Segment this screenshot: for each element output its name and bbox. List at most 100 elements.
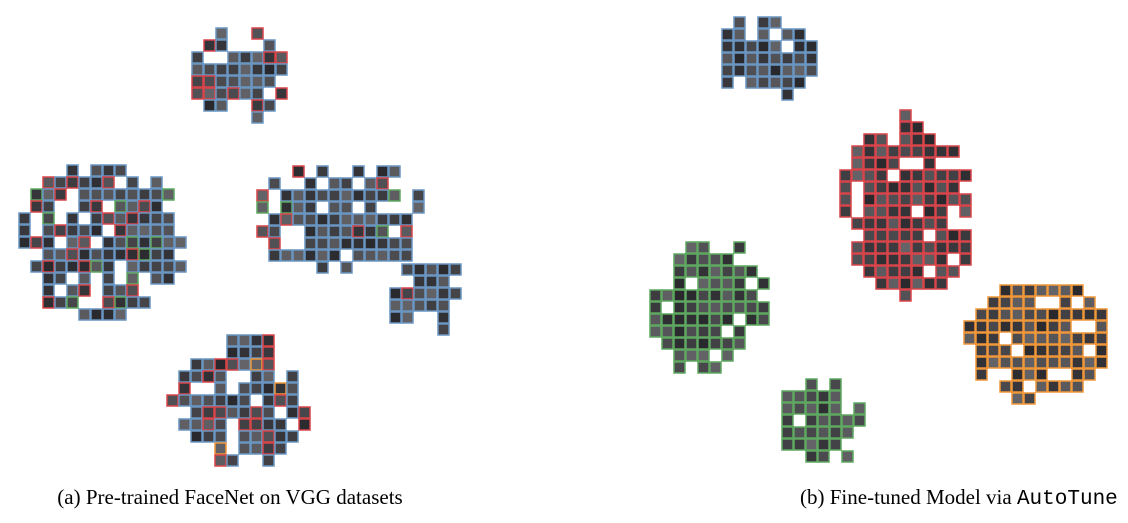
face-tile	[794, 391, 805, 402]
face-tile	[216, 40, 227, 51]
face-tile	[263, 455, 274, 466]
face-tile	[686, 242, 697, 253]
face-tile	[722, 338, 733, 349]
face-tile	[758, 314, 769, 325]
face-tile	[127, 213, 138, 224]
face-tile	[365, 226, 376, 237]
face-tile	[269, 238, 280, 249]
face-tile	[976, 369, 987, 380]
face-tile	[840, 170, 851, 181]
face-tile	[900, 182, 911, 193]
face-tile	[377, 214, 388, 225]
face-tile	[203, 431, 214, 442]
face-tile	[710, 326, 721, 337]
face-tile	[151, 177, 162, 188]
face-tile	[413, 202, 424, 213]
face-tile	[257, 226, 268, 237]
face-tile	[1084, 309, 1095, 320]
face-tile	[191, 359, 202, 370]
face-tile	[115, 297, 126, 308]
face-tile	[1036, 381, 1047, 392]
face-tile	[734, 242, 745, 253]
face-tile	[91, 249, 102, 260]
face-tile	[341, 202, 352, 213]
face-tile	[390, 312, 401, 323]
face-tile	[239, 419, 250, 430]
face-tile	[852, 242, 863, 253]
face-tile	[55, 249, 66, 260]
face-tile	[1048, 357, 1059, 368]
face-tile	[227, 347, 238, 358]
face-tile	[864, 218, 875, 229]
face-tile	[264, 100, 275, 111]
face-tile	[127, 249, 138, 260]
face-tile	[734, 290, 745, 301]
face-tile	[1048, 309, 1059, 320]
face-tile	[414, 276, 425, 287]
face-tile	[341, 190, 352, 201]
face-tile	[341, 238, 352, 249]
face-tile	[401, 226, 412, 237]
face-tile	[401, 214, 412, 225]
face-tile	[900, 242, 911, 253]
face-tile	[924, 218, 935, 229]
face-tile	[698, 350, 709, 361]
face-tile	[758, 65, 769, 76]
face-tile	[722, 266, 733, 277]
face-tile	[1060, 297, 1071, 308]
face-tile	[912, 194, 923, 205]
face-tile	[216, 88, 227, 99]
face-tile	[239, 335, 250, 346]
face-tile	[151, 237, 162, 248]
face-tile	[864, 146, 875, 157]
face-tile	[179, 383, 190, 394]
face-tile	[976, 333, 987, 344]
face-tile	[203, 419, 214, 430]
face-tile	[1060, 357, 1071, 368]
face-tile	[1024, 393, 1035, 404]
face-tile	[1012, 333, 1023, 344]
face-tile	[263, 371, 274, 382]
face-tile	[19, 225, 30, 236]
face-tile	[722, 350, 733, 361]
face-tile	[115, 237, 126, 248]
face-tile	[341, 178, 352, 189]
face-tile	[936, 254, 947, 265]
face-tile	[722, 254, 733, 265]
face-tile	[179, 371, 190, 382]
face-tile	[414, 264, 425, 275]
face-tile	[964, 321, 975, 332]
face-tile	[758, 41, 769, 52]
face-tile	[1072, 381, 1083, 392]
face-tile	[900, 290, 911, 301]
face-tile	[91, 309, 102, 320]
face-tile	[127, 225, 138, 236]
face-tile	[806, 65, 817, 76]
face-tile	[686, 350, 697, 361]
face-tile	[287, 395, 298, 406]
face-tile	[79, 249, 90, 260]
face-tile	[988, 309, 999, 320]
face-tile	[1036, 369, 1047, 380]
face-tile	[281, 190, 292, 201]
face-tile	[794, 41, 805, 52]
face-tile	[722, 77, 733, 88]
face-tile	[91, 261, 102, 272]
face-tile	[341, 262, 352, 273]
face-tile	[806, 415, 817, 426]
face-tile	[426, 276, 437, 287]
face-tile	[216, 100, 227, 111]
face-tile	[794, 29, 805, 40]
face-tile	[151, 189, 162, 200]
face-tile	[758, 302, 769, 313]
face-tile	[305, 238, 316, 249]
face-tile	[806, 403, 817, 414]
face-tile	[770, 41, 781, 52]
face-tile	[287, 407, 298, 418]
face-tile	[287, 371, 298, 382]
face-tile	[43, 189, 54, 200]
face-tile	[19, 213, 30, 224]
face-tile	[276, 52, 287, 63]
face-tile	[936, 146, 947, 157]
face-tile	[900, 194, 911, 205]
